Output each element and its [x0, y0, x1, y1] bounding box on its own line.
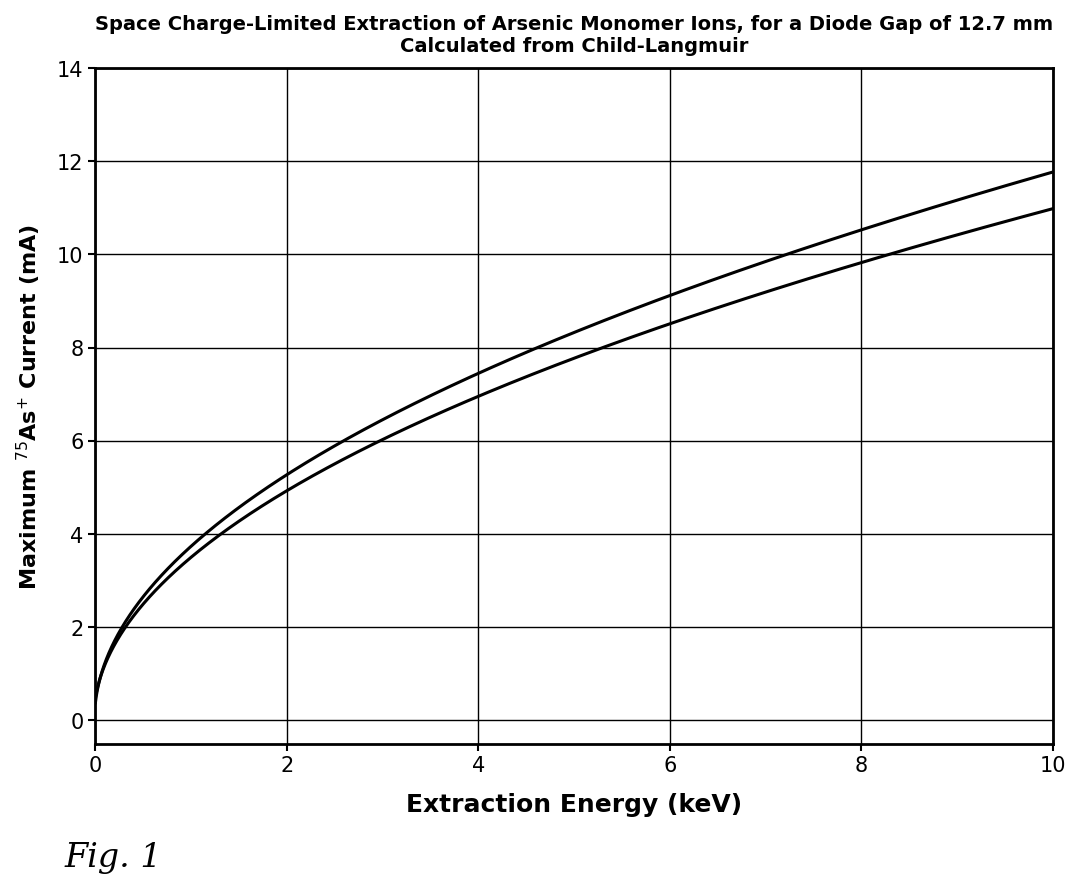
- Text: Fig. 1: Fig. 1: [65, 841, 162, 873]
- Y-axis label: Maximum $^{75}$As$^{+}$ Current (mA): Maximum $^{75}$As$^{+}$ Current (mA): [15, 223, 43, 589]
- Title: Space Charge-Limited Extraction of Arsenic Monomer Ions, for a Diode Gap of 12.7: Space Charge-Limited Extraction of Arsen…: [95, 15, 1053, 56]
- X-axis label: Extraction Energy (keV): Extraction Energy (keV): [406, 792, 743, 816]
